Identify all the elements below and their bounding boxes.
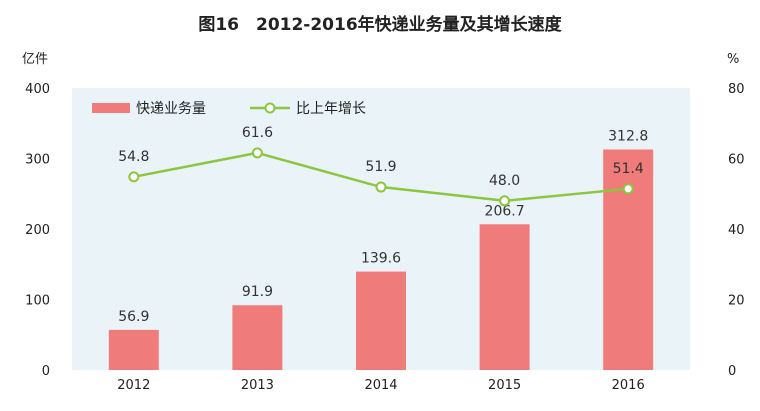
bar: [603, 149, 654, 370]
legend-line-marker: [264, 102, 276, 114]
y-left-tick-label: 300: [25, 153, 50, 168]
bar-value-label: 91.9: [242, 284, 273, 300]
line-point: [251, 147, 263, 159]
bar: [108, 329, 159, 370]
y-left-tick-label: 0: [42, 364, 50, 379]
y-axis-left: 0 100 200 300 400: [25, 82, 50, 379]
line-value-label: 61.6: [242, 125, 273, 141]
y-right-tick-label: 20: [728, 294, 745, 309]
x-tick-label: 2016: [612, 378, 645, 393]
y-axis-right: 0 20 40 60 80: [728, 82, 745, 379]
bar-value-label: 206.7: [485, 203, 525, 219]
y-right-tick-label: 40: [728, 223, 745, 238]
line-point: [375, 181, 387, 193]
x-tick-label: 2015: [488, 378, 521, 393]
x-axis: 2012 2013 2014 2015 2016: [117, 378, 644, 393]
y-left-tick-label: 400: [25, 82, 50, 97]
y-left-tick-label: 200: [25, 223, 50, 238]
bar: [479, 224, 530, 370]
x-tick-label: 2012: [117, 378, 150, 393]
legend-bar-label: 快递业务量: [136, 101, 206, 117]
line-point: [622, 183, 634, 195]
line-series: 54.8 61.6 51.9 48.0 51.4: [118, 125, 644, 207]
legend: 快递业务量 比上年增长: [92, 101, 366, 117]
chart-title: 图16 2012-2016年快递业务量及其增长速度: [198, 14, 562, 35]
bar-value-label: 139.6: [361, 251, 401, 267]
line-point: [499, 195, 511, 207]
line-value-label: 54.8: [118, 149, 149, 165]
y-axis-right-unit: %: [727, 52, 739, 67]
line-value-label: 51.4: [613, 161, 644, 177]
line-value-label: 51.9: [365, 159, 396, 175]
line-point: [128, 171, 140, 183]
legend-bar-swatch: [92, 103, 130, 113]
line-value-label: 48.0: [489, 173, 520, 189]
y-left-tick-label: 100: [25, 294, 50, 309]
bar-value-label: 56.9: [118, 309, 149, 325]
x-tick-label: 2014: [364, 378, 397, 393]
bar: [232, 305, 283, 370]
y-right-tick-label: 80: [728, 82, 745, 97]
y-axis-left-unit: 亿件: [22, 52, 48, 67]
y-right-tick-label: 0: [728, 364, 736, 379]
x-tick-label: 2013: [241, 378, 274, 393]
y-right-tick-label: 60: [728, 153, 745, 168]
bar: [356, 271, 406, 370]
legend-line-label: 比上年增长: [296, 101, 366, 117]
bar-value-label: 312.8: [608, 128, 648, 144]
